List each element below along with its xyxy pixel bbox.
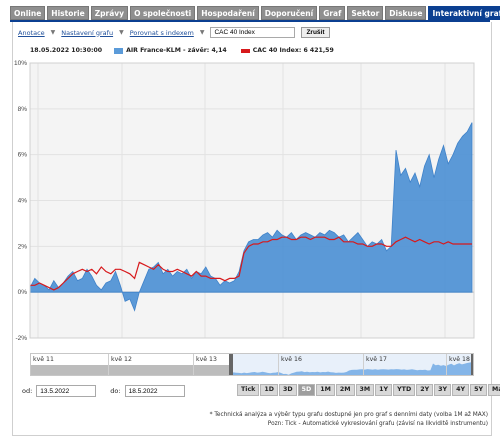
range-button-max[interactable]: Max [488,384,500,396]
tab-9[interactable]: Interaktivní graf [428,6,500,20]
from-label: od: [22,387,33,395]
tab-8[interactable]: Diskuse [385,6,427,20]
series-airfrance-area [29,122,473,312]
tab-bar: Online Historie Zprávy O společnosti Hospoda… [10,6,500,20]
tab-5[interactable]: Doporučení [260,6,318,20]
navigator-label-5: kvě 18 [449,356,470,363]
navigator-tick-1 [108,354,109,375]
y-tick-label-3: 4% [18,198,28,205]
range-navigator[interactable]: kvě 11 kvě 12 kvě 13 kvě 16 kvě 17 kvě 18 [30,353,474,376]
range-button-2y[interactable]: 2Y [416,384,434,396]
navigator-tick-4 [363,354,364,375]
range-button-5y[interactable]: 5Y [470,384,488,396]
dropdown-arrow-icon: ▼ [50,29,56,36]
annotations-link[interactable]: Anotace [18,28,45,37]
chart-frame [12,22,492,436]
range-buttons: Tick1D3D5D1M2M3M1YYTD2Y3Y4Y5YMax [237,384,500,396]
date-range: od: do: [22,385,199,397]
tab-2[interactable]: Zprávy [90,6,129,20]
tab-4[interactable]: Hospodaření [197,6,259,20]
tab-1[interactable]: Historie [47,6,89,20]
navigator-label-0: kvě 11 [33,356,54,363]
navigator-label-1: kvě 12 [111,356,132,363]
navigator-unselected [31,365,231,375]
y-tick-label-1: 0% [18,289,28,296]
to-label: do: [110,387,121,395]
dropdown-arrow-icon: ▼ [199,29,205,36]
tab-7[interactable]: Sektor [347,6,384,20]
legend-cac40: CAC 40 Index: 6 421,59 [252,47,334,54]
cancel-button[interactable]: Zrušit [301,27,330,38]
range-button-2m[interactable]: 2M [335,384,355,396]
range-button-5d[interactable]: 5D [297,384,316,396]
legend-swatch-cac40 [240,48,250,53]
chart-legend: 18.05.2022 10:30:00 AIR France-KLM - záv… [30,47,334,54]
plot-border [29,62,475,339]
range-button-1d[interactable]: 1D [260,384,278,396]
tab-0[interactable]: Online [10,6,46,20]
chart-settings-link[interactable]: Nastavení grafu [61,28,114,37]
range-button-tick[interactable]: Tick [237,384,260,396]
from-date-input[interactable] [36,385,97,397]
navigator-right-handle[interactable] [471,354,473,375]
tab-6[interactable]: Graf [319,6,346,20]
navigator-area [231,362,473,375]
y-tick-label-6: 10% [14,60,27,67]
dropdown-arrow-icon: ▼ [119,29,124,36]
legend-swatch-airfrance [114,47,124,54]
y-tick-label-5: 8% [18,106,28,113]
footnote-1: * Technická analýza a výběr typu grafu d… [209,412,488,418]
range-button-3y[interactable]: 3Y [434,384,452,396]
navigator-tick-2 [193,354,194,375]
series-cac40-line [30,236,472,291]
y-tick-label-4: 6% [18,152,28,159]
range-button-1m[interactable]: 1M [316,384,335,396]
y-tick-label-0: -2% [15,335,27,342]
range-button-4y[interactable]: 4Y [452,384,470,396]
range-button-1y[interactable]: 1Y [375,384,393,396]
compare-index-link[interactable]: Porovnat s indexem [129,28,194,37]
footnote-2: Pozn: Tick - Automatické vykreslování gr… [267,421,488,427]
navigator-label-2: kvě 13 [196,356,217,363]
navigator-label-3: kvě 16 [281,356,302,363]
range-button-ytd[interactable]: YTD [393,384,416,396]
navigator-tick-3 [278,354,279,375]
price-chart: -2% 0% 2% 4% 6% 8% 10% [14,60,475,342]
to-date-input[interactable] [124,385,185,397]
navigator-label-4: kvě 17 [366,356,387,363]
range-button-3m[interactable]: 3M [355,384,375,396]
chart-controls: Anotace ▼ Nastavení grafu ▼ Porovnat s i… [18,27,330,38]
tab-3[interactable]: O společnosti [130,6,196,20]
tab-underline [10,20,490,22]
index-input[interactable] [210,27,296,38]
legend-airfrance: AIR France-KLM - závěr: 4,14 [126,47,227,54]
navigator-sparkline [231,362,473,375]
navigator-left-handle[interactable] [229,354,233,375]
navigator-tick-5 [446,354,447,375]
y-tick-label-2: 2% [18,243,28,250]
legend-timestamp: 18.05.2022 10:30:00 [30,47,103,54]
range-button-3d[interactable]: 3D [278,384,297,396]
